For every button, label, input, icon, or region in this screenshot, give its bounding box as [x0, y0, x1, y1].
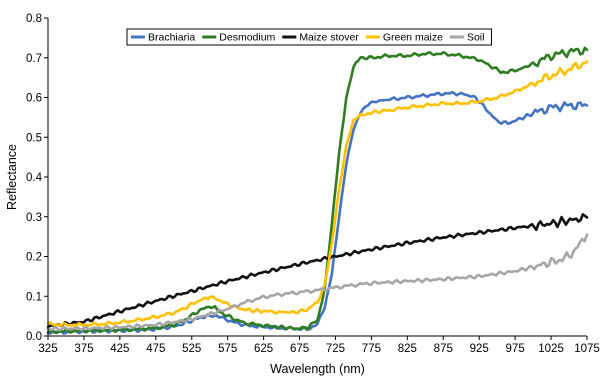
- legend-label: Brachiaria: [148, 32, 195, 44]
- x-tick-label: 725: [326, 343, 345, 355]
- y-axis-title: Reflectance: [5, 144, 19, 210]
- y-tick-label: 0.7: [26, 53, 42, 65]
- y-tick-label: 0.0: [26, 331, 42, 343]
- y-tick-label: 0.1: [26, 291, 42, 303]
- x-tick-label: 775: [362, 343, 381, 355]
- y-tick-label: 0.4: [26, 172, 43, 184]
- series-line-brachiaria: [46, 90, 589, 335]
- series-line-soil: [46, 233, 589, 332]
- x-tick-label: 625: [254, 343, 273, 355]
- legend-label: Maize stover: [299, 32, 359, 44]
- y-tick-label: 0.2: [26, 252, 42, 264]
- y-tick-label: 0.6: [26, 93, 42, 105]
- legend-label: Desmodium: [219, 32, 275, 44]
- x-tick-label: 575: [218, 343, 237, 355]
- legend-label: Green maize: [383, 32, 443, 44]
- x-axis-title: Wavelength (nm): [270, 362, 365, 376]
- series-line-maize-stover: [46, 213, 589, 329]
- series-line-desmodium: [46, 46, 589, 335]
- legend: Brachiaria Desmodium Maize stover Green mai…: [126, 28, 492, 46]
- x-tick-label: 875: [434, 343, 453, 355]
- x-tick-label: 475: [146, 343, 165, 355]
- x-tick-label: 925: [470, 343, 489, 355]
- x-tick-label: 975: [506, 343, 525, 355]
- ticks-layer: 0.0 0.1 0.2 0.3 0.4 0.5 0.6 0.7 0.8 325 375 425 475 5…: [26, 13, 600, 355]
- y-tick-label: 0.5: [26, 132, 42, 144]
- series-layer: [46, 46, 589, 335]
- x-tick-label: 825: [398, 343, 417, 355]
- x-tick-label: 525: [182, 343, 201, 355]
- x-tick-label: 325: [38, 343, 57, 355]
- axes-layer: [47, 18, 587, 337]
- y-tick-label: 0.3: [26, 212, 42, 224]
- x-tick-label: 1075: [574, 343, 600, 355]
- x-tick-label: 425: [110, 343, 129, 355]
- series-line-green-maize: [46, 60, 589, 328]
- legend-label: Soil: [467, 32, 485, 44]
- x-tick-label: 375: [74, 343, 93, 355]
- legend-box: [126, 28, 492, 46]
- x-tick-label: 1025: [538, 343, 564, 355]
- x-tick-label: 675: [290, 343, 309, 355]
- y-tick-label: 0.8: [26, 13, 42, 25]
